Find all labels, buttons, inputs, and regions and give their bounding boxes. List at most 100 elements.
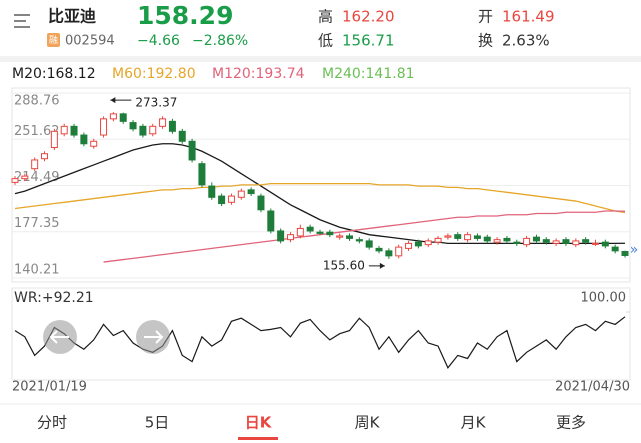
tab[interactable]: 5日 (145, 414, 170, 432)
candle-body (346, 235, 354, 239)
annotation: 273.37 (135, 96, 177, 110)
candle-body (149, 125, 157, 135)
tab-underline (238, 437, 278, 440)
annotation-arrowhead (110, 97, 116, 104)
candle-body (395, 246, 403, 257)
indicator-title: WR:+92.21 (14, 290, 94, 306)
tab[interactable]: 更多 (556, 414, 586, 432)
candle-body (60, 125, 68, 135)
candle-body (405, 242, 413, 249)
candle-body (621, 250, 629, 256)
candle-body (542, 239, 550, 243)
candle-body (414, 241, 422, 247)
candle-body (50, 130, 58, 148)
candle-body (385, 250, 393, 257)
y-tick-label: 100.00 (581, 291, 627, 306)
badge: 融 (49, 35, 58, 46)
menu-icon[interactable] (14, 14, 30, 28)
candle-body (326, 231, 334, 236)
y-tick-label: 251.62 (14, 124, 60, 139)
expand-arrow[interactable]: » (630, 242, 639, 258)
candle-body (493, 239, 501, 243)
candle-body (424, 240, 432, 246)
candle-body (513, 241, 521, 244)
candle-body (129, 122, 137, 130)
turnover: 2.63% (502, 32, 550, 50)
candle-body (523, 237, 531, 246)
tab[interactable]: 日K (245, 414, 273, 432)
annotation-arrowhead (379, 262, 385, 269)
tab-bar (0, 404, 641, 443)
low: 156.71 (342, 32, 395, 50)
candle-body (109, 113, 117, 120)
moving-average-line (103, 210, 626, 263)
candle-body (365, 240, 373, 248)
separator (0, 56, 641, 62)
high: 162.20 (342, 8, 395, 26)
candle-body (198, 163, 206, 186)
legend-entry: M240:141.81 (322, 66, 415, 82)
candle-body (218, 195, 226, 205)
candle-body (444, 235, 452, 238)
x-label: 2021/01/19 (12, 380, 87, 395)
candle-body (31, 159, 39, 170)
y-tick-label: 177.35 (14, 216, 60, 231)
candle-body (286, 234, 294, 241)
turnover-label: 换 (478, 32, 493, 50)
candle-body (168, 120, 176, 132)
candle-body (552, 240, 560, 244)
candle-body (41, 153, 49, 160)
candle-body (454, 234, 462, 239)
candle-body (375, 247, 383, 252)
candle-body (562, 239, 570, 244)
nav-arrow (144, 330, 164, 344)
candle-body (139, 125, 147, 136)
candle-body (434, 237, 442, 243)
annotation: 155.60 (323, 258, 365, 272)
legend-entry: M120:193.74 (212, 66, 305, 82)
candle-body (237, 190, 245, 198)
candle-body (21, 175, 29, 180)
tab[interactable]: 月K (461, 414, 487, 432)
candle-body (11, 178, 19, 183)
nav-arrow (49, 330, 69, 344)
candle-body (473, 235, 481, 239)
candle-body (503, 237, 511, 242)
candle-body (90, 140, 98, 147)
y-tick-label: 140.21 (14, 263, 60, 278)
wr-frame (11, 287, 631, 381)
candle-body (611, 246, 619, 252)
tab[interactable]: 分时 (37, 414, 67, 432)
candle-body (70, 125, 78, 136)
candle-body (247, 189, 255, 195)
high-label: 高 (318, 8, 333, 26)
stock-name: 比亚迪 (48, 7, 96, 26)
candle-body (267, 210, 275, 232)
candle-body (257, 195, 265, 211)
y-tick-label: 288.76 (14, 94, 60, 109)
legend-entry: M60:192.80 (112, 66, 196, 82)
badge-bg (47, 33, 60, 47)
candle-body (582, 239, 590, 243)
candle-body (80, 134, 88, 145)
candle-body (159, 118, 167, 127)
candle-body (591, 242, 599, 245)
change-pct: −2.86% (192, 33, 248, 49)
wr-line (14, 316, 626, 369)
low-label: 低 (318, 32, 333, 50)
candle-body (296, 227, 304, 237)
candle-body (227, 195, 235, 203)
change: −4.66 (137, 33, 180, 49)
candle-body (188, 140, 196, 161)
tab[interactable]: 周K (355, 414, 381, 432)
candle-body (355, 239, 363, 242)
candle-body (572, 240, 580, 246)
candle-body (277, 230, 285, 242)
candle-body (100, 118, 108, 136)
candle-body (336, 235, 344, 238)
candle-body (601, 241, 609, 247)
candle-body (316, 231, 324, 234)
candle-body (178, 130, 186, 142)
